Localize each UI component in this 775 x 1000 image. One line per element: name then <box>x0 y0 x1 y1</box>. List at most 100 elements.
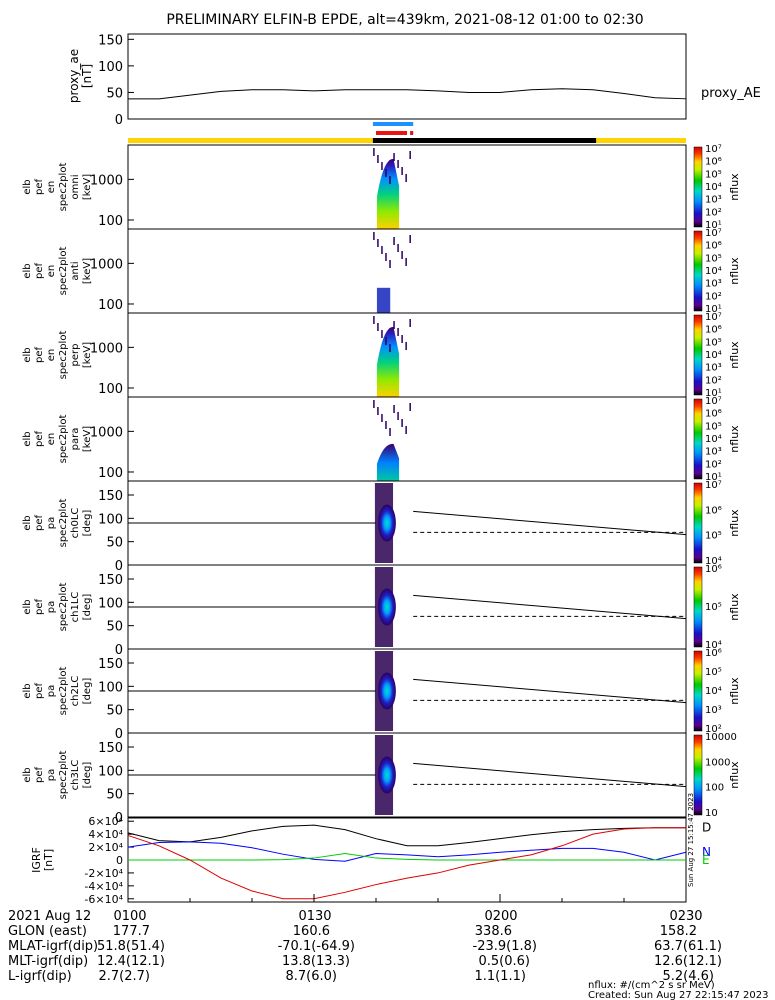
spectrogram-blob <box>376 443 400 481</box>
colorbar-label: nflux <box>728 509 741 537</box>
colorbar-tick-label: 10⁵ <box>705 531 722 542</box>
colorbar-tick-label: 10⁶ <box>705 157 722 168</box>
loss-cone-line <box>413 594 687 620</box>
colorbar-tick-label: 10¹ <box>705 220 722 231</box>
colorbar-label: nflux <box>728 173 741 201</box>
plot-title: PRELIMINARY ELFIN-B EPDE, alt=439km, 202… <box>166 12 643 28</box>
y-axis-label: elb <box>22 599 33 614</box>
colorbar-tick-label: 10000 <box>705 732 737 743</box>
y-axis-label: [deg] <box>82 678 93 705</box>
date-label: 2021 Aug 12 <box>8 909 91 924</box>
y-axis-label: [nT] <box>42 849 55 871</box>
ephemeris-value: 5.2(4.6) <box>663 969 715 984</box>
y-axis-label: [nT] <box>80 64 94 88</box>
y-tick-label: 50 <box>106 704 123 719</box>
colorbar-tick-label: 10⁴ <box>705 350 722 361</box>
y-tick-label: 2×10⁴ <box>88 841 123 854</box>
colorbar-tick-label: 10⁴ <box>705 556 722 567</box>
y-tick-label: 50 <box>106 86 123 101</box>
y-axis-label: elb <box>22 683 33 698</box>
colorbar-tick-label: 10² <box>705 724 722 735</box>
y-axis-label: elb <box>22 515 33 530</box>
colorbar-tick-label: 10¹ <box>705 304 722 315</box>
orbit-status-bars <box>128 122 686 143</box>
colorbar <box>693 146 703 228</box>
ephemeris-annotations: 2021 Aug 12 0100 0130 0200 0230 GLON (ea… <box>8 909 722 984</box>
y-tick-label: 0 <box>115 113 123 128</box>
y-axis-label: spec2plot <box>58 499 69 548</box>
y-tick-label: 0 <box>115 727 123 742</box>
y-tick-label: 0 <box>115 559 123 574</box>
panel-frame <box>127 312 687 398</box>
igrf-series-line <box>127 827 686 900</box>
y-axis-label: para <box>70 428 81 451</box>
colorbar-tick-label: 10⁶ <box>705 241 722 252</box>
loss-cone-line <box>413 762 687 788</box>
colorbar-tick-label: 10² <box>705 207 722 218</box>
y-axis-label: en <box>46 349 57 362</box>
panel-frame <box>127 144 687 230</box>
time-tick-label: 0230 <box>669 909 702 924</box>
colorbar-tick-label: 10⁶ <box>705 505 722 516</box>
y-tick-label: 100 <box>98 298 123 313</box>
colorbar-tick-label: 10⁷ <box>705 144 722 155</box>
loss-cone-line <box>413 510 687 536</box>
ephemeris-value: 51.8(51.4) <box>97 939 165 954</box>
y-tick-label: 150 <box>98 573 123 588</box>
y-tick-label: 50 <box>106 620 123 635</box>
series-legend: proxy_AE <box>701 86 761 101</box>
colorbar-tick-label: 10⁵ <box>705 667 722 678</box>
colorbar <box>693 734 703 816</box>
ephemeris-value: 13.8(13.3) <box>282 954 350 969</box>
y-axis-label: [keV] <box>82 342 93 368</box>
y-axis-label: [keV] <box>82 174 93 200</box>
colorbar-tick-label: 100 <box>705 783 724 794</box>
igrf-series-line <box>127 841 687 862</box>
spectrogram-panels: elb pef en spec2plot omni [keV]10¹10²10³10⁴10… <box>22 144 741 826</box>
colorbar-tick-label: 10³ <box>705 363 722 374</box>
y-tick-label: 100 <box>98 596 123 611</box>
y-tick-label: 100 <box>98 680 123 695</box>
y-axis-label: spec2plot <box>58 331 69 380</box>
y-axis-label: pef <box>34 431 45 448</box>
y-axis-label: ch2LC <box>70 676 81 707</box>
pitch-angle-blob <box>378 588 396 626</box>
igrf-series-line <box>128 853 686 861</box>
science-zone-bar <box>410 131 414 135</box>
ephemeris-value: -70.1(-64.9) <box>278 939 355 954</box>
y-axis-label: spec2plot <box>58 583 69 632</box>
y-tick-label: 0 <box>115 811 123 826</box>
colorbar <box>693 398 703 480</box>
colorbar <box>693 314 703 396</box>
ephemeris-value: 12.6(12.1) <box>654 954 722 969</box>
ephemeris-row-label: MLT-igrf(dip) <box>8 954 88 969</box>
y-axis-label: spec2plot <box>58 247 69 296</box>
y-tick-label: 1000 <box>90 341 123 356</box>
proxy-ae-line <box>128 88 687 100</box>
y-tick-label: 150 <box>98 657 123 672</box>
y-tick-label: -2×10⁴ <box>84 867 123 880</box>
colorbar-tick-label: 10⁷ <box>705 312 722 323</box>
y-axis-label: pef <box>34 515 45 532</box>
pitch-angle-blob <box>378 504 396 542</box>
y-tick-label: 100 <box>98 764 123 779</box>
y-axis-label: pef <box>34 347 45 364</box>
y-axis-label: ch3LC <box>70 760 81 791</box>
side-timestamp: Sun Aug 27 15:15:47 2023 <box>687 793 695 887</box>
panel-frame <box>127 33 687 120</box>
series-legend: D <box>702 821 711 835</box>
y-axis-label: spec2plot <box>58 163 69 212</box>
y-axis-label: perp <box>70 344 81 367</box>
time-tick-label: 0130 <box>298 909 331 924</box>
colorbar-tick-label: 10² <box>705 375 722 386</box>
colorbar-tick-label: 10³ <box>705 279 722 290</box>
colorbar-tick-label: 10⁷ <box>705 396 722 407</box>
y-axis-label: pef <box>34 683 45 700</box>
colorbar <box>693 230 703 312</box>
y-axis-label: [deg] <box>82 594 93 621</box>
colorbar-tick-label: 10 <box>705 808 718 819</box>
y-tick-label: 4×10⁴ <box>88 828 123 841</box>
colorbar-label: nflux <box>728 341 741 369</box>
